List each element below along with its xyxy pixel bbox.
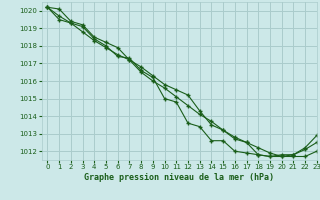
X-axis label: Graphe pression niveau de la mer (hPa): Graphe pression niveau de la mer (hPa)	[84, 173, 274, 182]
